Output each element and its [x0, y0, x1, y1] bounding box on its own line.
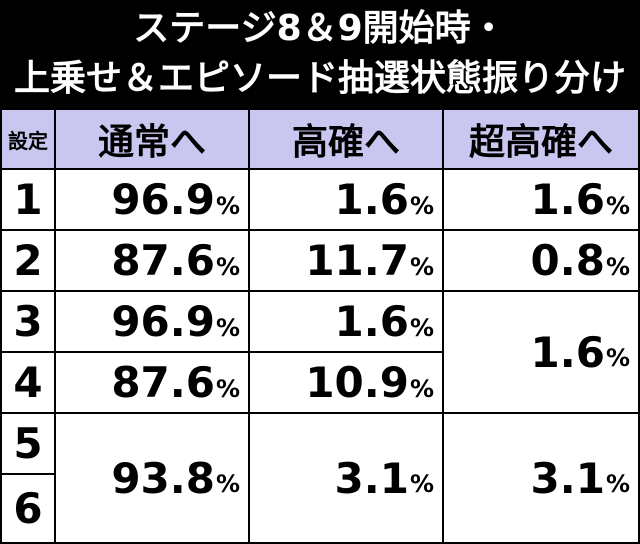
value-number: 1.6	[530, 175, 605, 224]
value-cell: 96.9%	[56, 170, 248, 229]
value-number: 87.6	[111, 358, 215, 407]
percent-sign: %	[215, 252, 240, 281]
percent-sign: %	[215, 374, 240, 403]
percent-sign: %	[605, 344, 630, 372]
value-cell: 96.9%	[56, 292, 248, 351]
setting-2: 2	[2, 231, 54, 290]
value-cell: 93.8%	[56, 414, 248, 542]
header-setting: 設定	[2, 110, 54, 168]
value-cell: 11.7%	[250, 231, 442, 290]
setting-5: 5	[2, 414, 54, 473]
value-cell: 10.9%	[250, 353, 442, 412]
setting-1: 1	[2, 170, 54, 229]
percent-sign: %	[605, 252, 630, 281]
value-number: 3.1	[530, 453, 605, 503]
value-number: 10.9	[305, 358, 409, 407]
header-high: 高確へ	[250, 110, 442, 168]
value-number: 1.6	[334, 297, 409, 346]
value-cell: 1.6%	[444, 170, 638, 229]
value-cell: 3.1%	[444, 414, 638, 542]
percent-sign: %	[409, 470, 434, 498]
value-cell: 87.6%	[56, 231, 248, 290]
value-number: 87.6	[111, 236, 215, 285]
value-cell: 1.6%	[444, 292, 638, 412]
percent-sign: %	[215, 313, 240, 342]
value-cell: 3.1%	[250, 414, 442, 542]
value-number: 0.8	[530, 236, 605, 285]
value-cell: 0.8%	[444, 231, 638, 290]
value-number: 3.1	[334, 453, 409, 503]
percent-sign: %	[605, 470, 630, 498]
percent-sign: %	[215, 470, 240, 498]
distribution-table: 設定 通常へ 高確へ 超高確へ 1 2 3 4 5 6 96.9% 1.6% 1…	[0, 108, 640, 544]
setting-3: 3	[2, 292, 54, 351]
percent-sign: %	[215, 191, 240, 220]
value-cell: 1.6%	[250, 292, 442, 351]
setting-4: 4	[2, 353, 54, 412]
percent-sign: %	[409, 313, 434, 342]
value-number: 1.6	[334, 175, 409, 224]
setting-6: 6	[2, 475, 54, 542]
header-normal: 通常へ	[56, 110, 248, 168]
page-title: ステージ8＆9開始時・ 上乗せ＆エピソード抽選状態振り分け	[0, 0, 640, 108]
value-cell: 1.6%	[250, 170, 442, 229]
value-number: 1.6	[530, 327, 605, 377]
percent-sign: %	[409, 252, 434, 281]
value-number: 96.9	[111, 297, 215, 346]
percent-sign: %	[605, 191, 630, 220]
percent-sign: %	[409, 374, 434, 403]
value-number: 11.7	[305, 236, 409, 285]
title-line-2: 上乗せ＆エピソード抽選状態振り分け	[13, 58, 626, 99]
title-line-1: ステージ8＆9開始時・	[133, 8, 507, 49]
value-number: 93.8	[111, 453, 215, 503]
value-cell: 87.6%	[56, 353, 248, 412]
header-super-high: 超高確へ	[444, 110, 638, 168]
value-number: 96.9	[111, 175, 215, 224]
percent-sign: %	[409, 191, 434, 220]
